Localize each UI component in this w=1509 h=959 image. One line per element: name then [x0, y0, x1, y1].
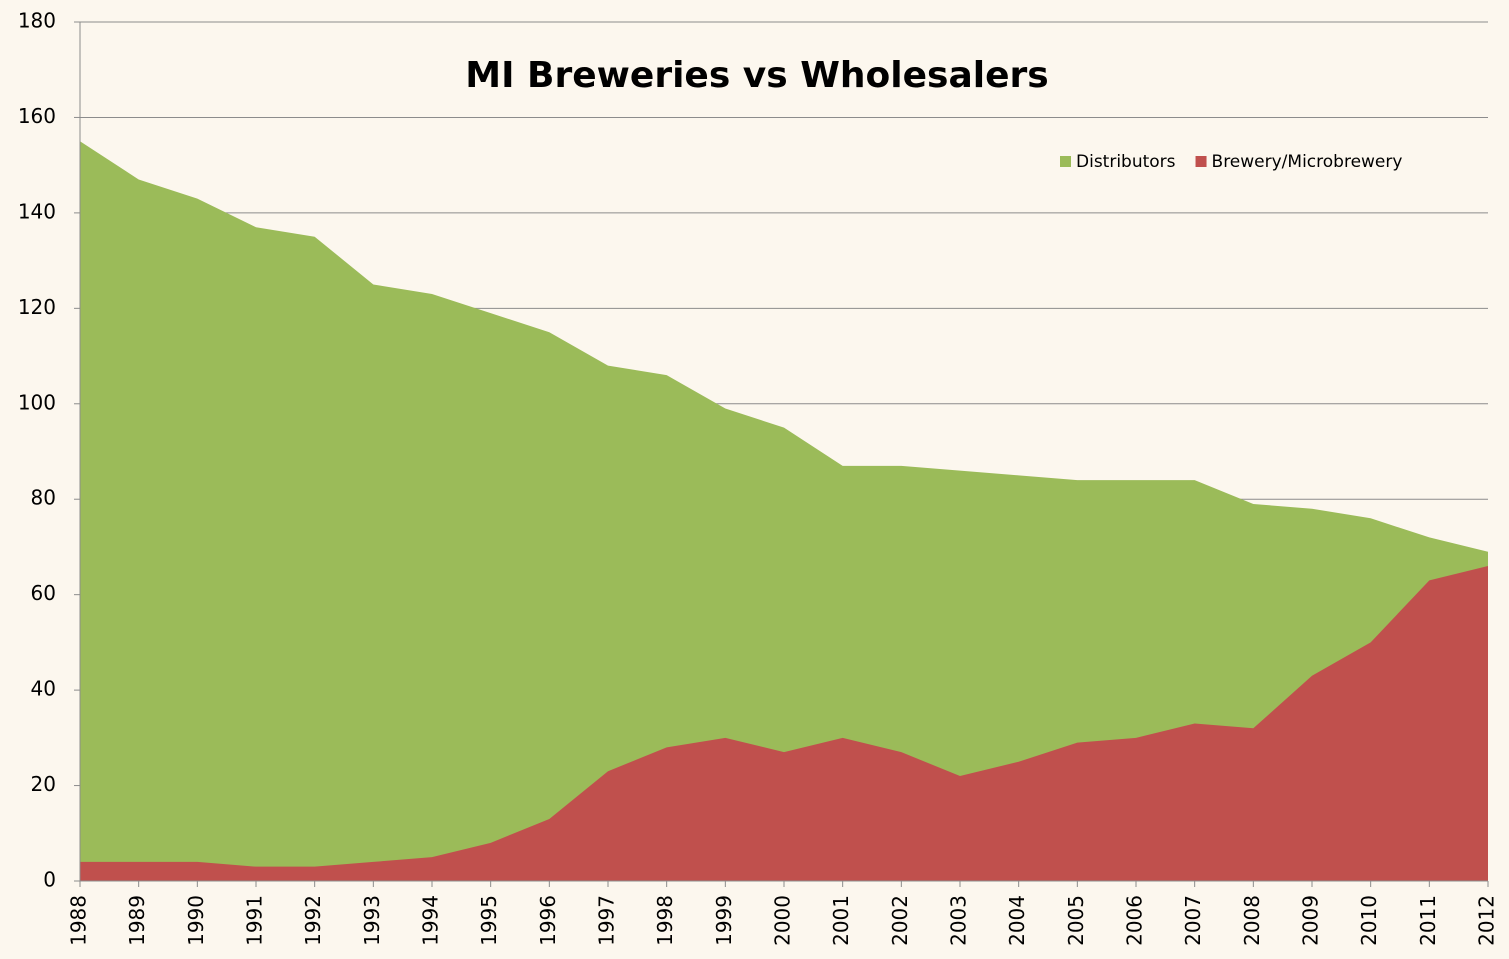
x-tick-label: 2011: [1416, 895, 1440, 946]
x-tick-label: 1995: [477, 895, 501, 946]
legend-label: Distributors: [1076, 152, 1176, 172]
y-tick-label: 80: [31, 486, 56, 510]
y-tick-label: 0: [43, 868, 56, 892]
x-tick-label: 1998: [653, 895, 677, 946]
x-tick-label: 2006: [1123, 895, 1147, 946]
x-tick-label: 1991: [243, 895, 267, 946]
x-tick-label: 1993: [360, 895, 384, 946]
legend-swatch: [1060, 156, 1071, 167]
legend-swatch: [1195, 156, 1207, 167]
area: [80, 566, 1488, 881]
x-tick-label: 1992: [301, 895, 325, 946]
legend-label: Brewery/Microbrewery: [1212, 152, 1403, 172]
x-tick-label: 2001: [829, 895, 853, 946]
x-tick-label: 1996: [536, 895, 560, 946]
y-tick-label: 60: [31, 581, 56, 605]
x-tick-label: 1999: [712, 895, 736, 946]
chart-title: MI Breweries vs Wholesalers: [465, 55, 1048, 96]
area: [80, 141, 1488, 882]
x-tick-label: 2009: [1299, 895, 1323, 946]
y-tick-label: 120: [18, 295, 56, 319]
y-tick-label: 20: [31, 772, 56, 796]
y-tick-label: 100: [18, 390, 56, 414]
x-tick-label: 2005: [1064, 895, 1088, 946]
y-tick-label: 40: [31, 677, 56, 701]
y-tick-label: 180: [18, 9, 56, 33]
x-tick-label: 1994: [419, 895, 443, 946]
x-tick-label: 2012: [1475, 895, 1499, 946]
x-tick-label: 2002: [888, 895, 912, 946]
x-tick-label: 2007: [1181, 895, 1205, 946]
x-tick-label: 1997: [595, 895, 619, 946]
x-tick-label: 1988: [67, 895, 91, 946]
x-tick-label: 2003: [947, 895, 971, 946]
x-tick-label: 2010: [1357, 895, 1381, 946]
y-tick-label: 140: [18, 199, 56, 223]
y-tick-label: 160: [18, 104, 56, 128]
x-tick-label: 1990: [184, 895, 208, 946]
x-tick-label: 2000: [771, 895, 795, 946]
x-tick-label: 1989: [125, 895, 149, 946]
x-tick-label: 2004: [1005, 895, 1029, 946]
x-tick-label: 2008: [1240, 895, 1264, 946]
